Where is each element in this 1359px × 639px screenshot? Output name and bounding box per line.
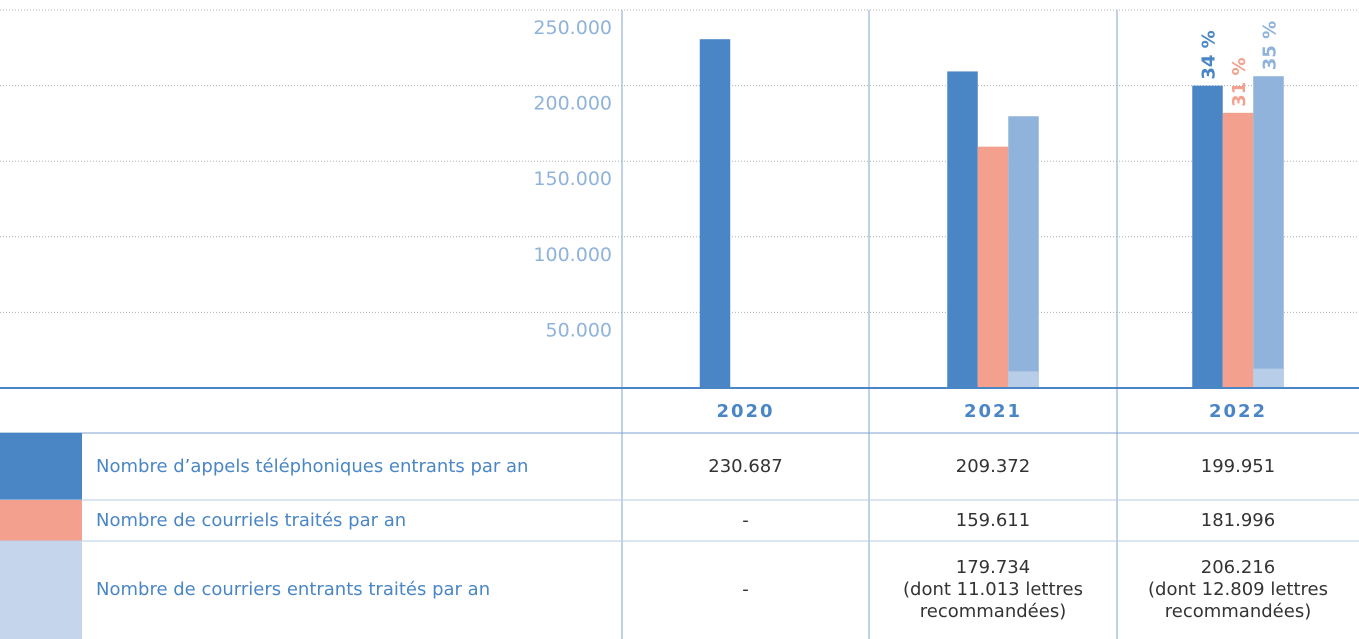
table-cell: 199.951 bbox=[1117, 433, 1359, 500]
y-tick-label: 150.000 bbox=[533, 168, 612, 190]
table-cell: 230.687 bbox=[622, 433, 869, 500]
percent-label: 34 % bbox=[1199, 30, 1220, 79]
legend-label: Nombre d’appels téléphoniques entrants p… bbox=[96, 455, 529, 477]
note: (dont 12.809 lettres recommandées) bbox=[1148, 579, 1328, 622]
bar bbox=[1192, 85, 1223, 389]
legend-label: Nombre de courriels traités par an bbox=[96, 509, 407, 531]
y-tick-label: 250.000 bbox=[533, 17, 612, 39]
swatch bbox=[0, 433, 82, 500]
y-tick-label: 200.000 bbox=[533, 93, 612, 115]
value-label: - bbox=[742, 579, 749, 600]
value-label: 199.951 bbox=[1200, 455, 1276, 477]
y-tick-label: 50.000 bbox=[546, 319, 612, 341]
table-cell: 179.734 (dont 11.013 lettres recommandées… bbox=[869, 541, 1117, 639]
table-cell: 181.996 bbox=[1117, 500, 1359, 541]
year-label: 2022 bbox=[1209, 401, 1267, 422]
table-cell: 209.372 bbox=[869, 433, 1117, 500]
sub-bar bbox=[1253, 368, 1284, 388]
y-tick-label: 100.000 bbox=[533, 244, 612, 266]
percent-label: 35 % bbox=[1260, 21, 1281, 70]
value-label: 179.734 bbox=[955, 557, 1031, 578]
table-cell: 206.216 (dont 12.809 lettres recommandées… bbox=[1117, 541, 1359, 639]
year-label: 2020 bbox=[716, 401, 774, 422]
bar bbox=[1008, 116, 1039, 389]
table-cell: - bbox=[622, 541, 869, 639]
value-label: 181.996 bbox=[1200, 509, 1276, 531]
swatch bbox=[0, 541, 82, 639]
value-label: 230.687 bbox=[708, 455, 783, 477]
value-label: 206.216 bbox=[1200, 557, 1276, 578]
swatch bbox=[0, 500, 82, 541]
bar bbox=[1253, 76, 1284, 388]
year-label: 2021 bbox=[964, 401, 1022, 422]
bar bbox=[947, 71, 978, 388]
value-label: 159.611 bbox=[955, 509, 1031, 531]
legend-label: Nombre de courriers entrants traités par… bbox=[96, 579, 491, 600]
table-cell: 159.611 bbox=[869, 500, 1117, 541]
value-label: - bbox=[742, 509, 749, 531]
table-cell: - bbox=[622, 500, 869, 541]
bar bbox=[1222, 112, 1254, 388]
bar bbox=[699, 39, 731, 388]
percent-label: 31 % bbox=[1229, 57, 1250, 106]
bar bbox=[977, 146, 1009, 388]
value-label: 209.372 bbox=[955, 455, 1031, 477]
sub-bar bbox=[1008, 371, 1039, 388]
note: (dont 11.013 lettres recommandées) bbox=[903, 579, 1083, 622]
